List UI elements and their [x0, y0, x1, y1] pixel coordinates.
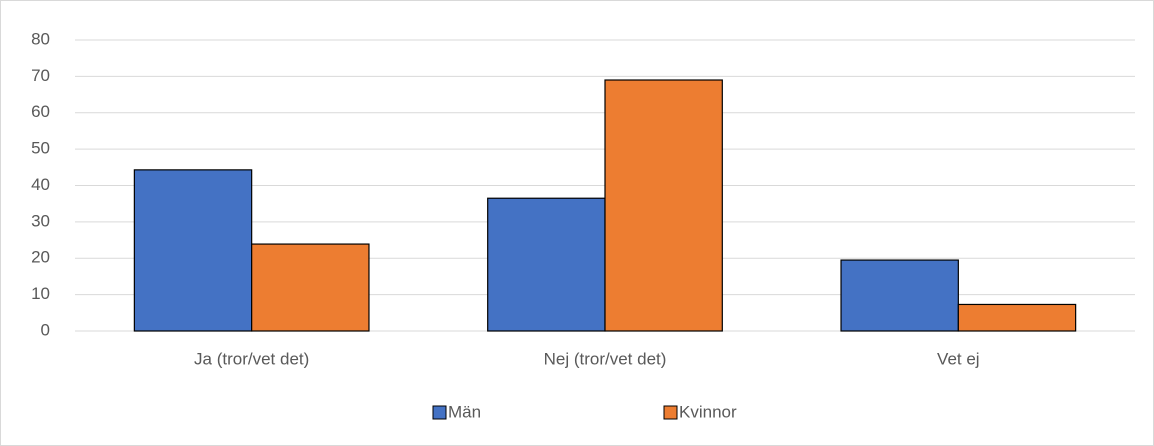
bar [604, 79, 723, 332]
bar [957, 303, 1077, 332]
y-tick-label: 60 [31, 102, 50, 121]
legend-swatch [432, 405, 447, 420]
bar [840, 259, 959, 332]
y-tick-label: 70 [31, 66, 50, 85]
y-tick-label: 50 [31, 139, 50, 158]
bar [487, 197, 606, 332]
legend-label: Kvinnor [679, 402, 737, 421]
x-tick-label: Vet ej [937, 349, 980, 368]
y-tick-label: 0 [41, 320, 50, 339]
bar [251, 243, 370, 332]
y-tick-label: 40 [31, 175, 50, 194]
x-tick-label: Nej (tror/vet det) [544, 349, 667, 368]
y-tick-label: 10 [31, 284, 50, 303]
y-tick-label: 20 [31, 248, 50, 267]
bar [133, 169, 253, 332]
legend-swatch [663, 405, 678, 420]
legend-label: Män [448, 402, 481, 421]
x-tick-label: Ja (tror/vet det) [194, 349, 309, 368]
y-tick-label: 80 [31, 29, 50, 48]
y-tick-label: 30 [31, 211, 50, 230]
